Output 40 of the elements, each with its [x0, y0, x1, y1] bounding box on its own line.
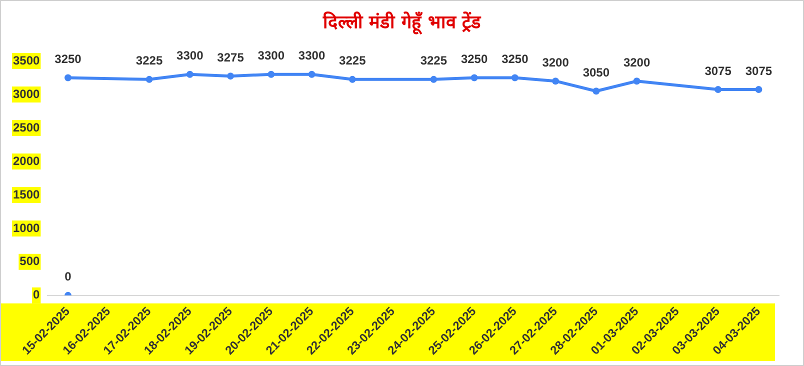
- chart-title: दिल्ली मंडी गेहूँ भाव ट्रेंड: [322, 10, 482, 33]
- data-label: 3300: [258, 48, 285, 63]
- point: [348, 76, 356, 83]
- point: [308, 70, 316, 78]
- point: [592, 88, 600, 95]
- data-label: 3200: [623, 55, 650, 70]
- point: [268, 70, 275, 78]
- data-label: 3050: [582, 65, 610, 80]
- point: [552, 78, 560, 85]
- data-label: 3075: [745, 64, 772, 78]
- point: [430, 76, 438, 83]
- data-label: 3200: [542, 55, 570, 70]
- data-label: 0: [64, 270, 72, 284]
- point: [146, 76, 153, 83]
- data-label: 3300: [176, 48, 204, 63]
- point: [633, 78, 640, 85]
- point: [227, 72, 234, 80]
- data-label: 3250: [54, 52, 82, 66]
- point: [186, 70, 194, 78]
- point: [64, 74, 72, 82]
- data-label: 3300: [298, 48, 326, 63]
- data-label: 3250: [502, 52, 529, 66]
- y-tick-label: 2500: [12, 120, 40, 134]
- y-tick-label: 500: [20, 254, 40, 268]
- data-label: 3275: [217, 50, 244, 64]
- y-tick-label: 3500: [12, 53, 40, 68]
- y-tick-label: 1500: [12, 187, 40, 202]
- point: [511, 74, 518, 82]
- point: [470, 74, 478, 82]
- y-tick-label: 1000: [12, 220, 40, 235]
- data-label: 3225: [339, 54, 366, 68]
- data-label: 3250: [460, 52, 488, 66]
- data-label: 3075: [704, 64, 732, 78]
- point: [755, 86, 762, 93]
- data-label: 3225: [136, 54, 163, 68]
- y-tick-label: 2000: [12, 154, 40, 168]
- data-label: 3225: [420, 54, 448, 68]
- y-tick-label: 3000: [12, 86, 40, 101]
- y-tick-label: 0: [33, 288, 40, 302]
- point: [714, 86, 722, 93]
